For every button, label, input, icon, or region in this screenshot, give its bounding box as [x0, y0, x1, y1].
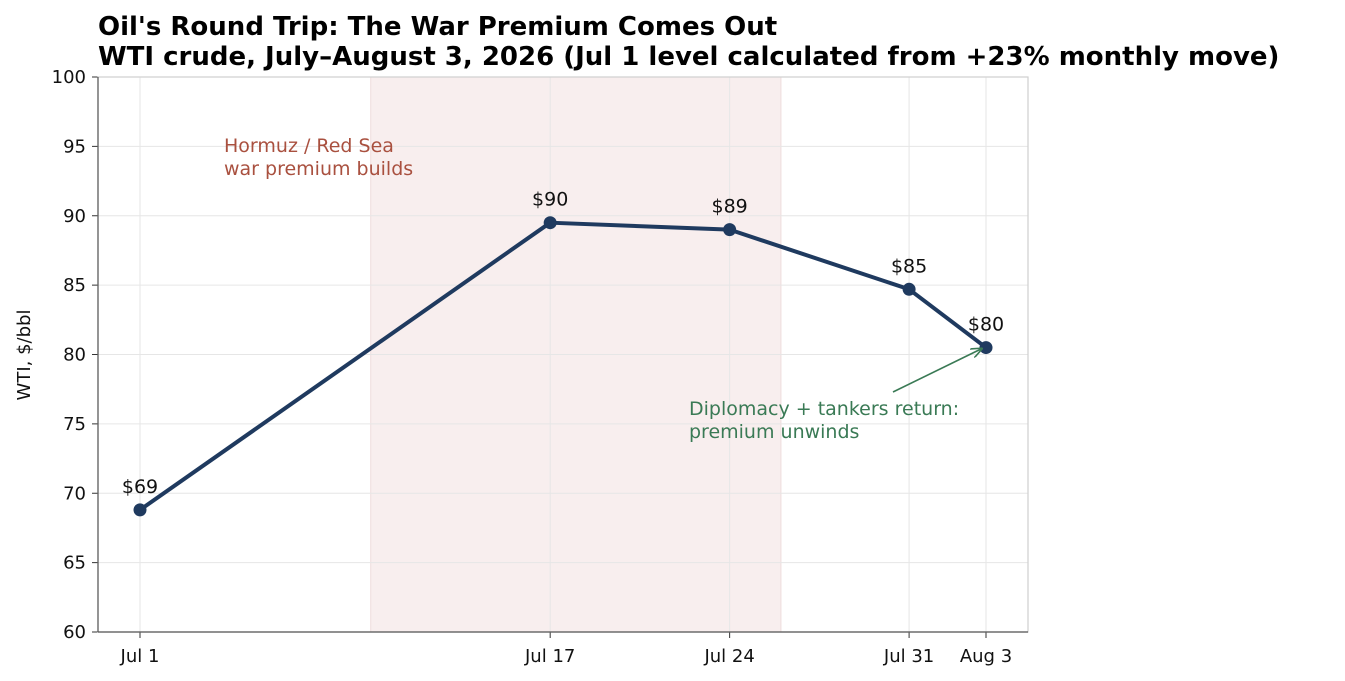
data-point — [902, 282, 916, 296]
y-axis-label: WTI, $/bbl — [14, 310, 35, 401]
data-label: $85 — [891, 255, 927, 277]
data-point — [723, 223, 737, 237]
x-tick-label: Aug 3 — [960, 646, 1012, 667]
data-label: $90 — [532, 189, 568, 211]
x-tick-label: Jul 17 — [524, 646, 575, 667]
x-tick-label: Jul 31 — [883, 646, 934, 667]
annotation-line-2: premium unwinds — [689, 421, 859, 443]
y-tick-label: 90 — [63, 206, 86, 227]
data-label: $89 — [712, 196, 748, 218]
annotation-line-1: Diplomacy + tankers return: — [689, 398, 959, 420]
y-tick-label: 75 — [63, 414, 86, 435]
x-tick-label: Jul 1 — [120, 646, 160, 667]
shaded-region-label-line-1: Hormuz / Red Sea — [224, 135, 394, 157]
y-tick-label: 60 — [63, 622, 86, 643]
y-tick-label: 80 — [63, 345, 86, 366]
data-label: $69 — [122, 476, 158, 498]
x-tick-label: Jul 24 — [703, 646, 754, 667]
data-point — [543, 216, 557, 230]
chart-title: Oil's Round Trip: The War Premium Comes … — [98, 12, 777, 42]
data-point — [979, 341, 993, 355]
data-point — [133, 503, 147, 517]
chart-subtitle: WTI crude, July–August 3, 2026 (Jul 1 le… — [98, 42, 1279, 72]
annotation-arrow — [892, 349, 981, 393]
y-tick-label: 100 — [52, 67, 86, 88]
y-tick-label: 70 — [63, 483, 86, 504]
y-tick-label: 95 — [63, 136, 86, 157]
y-tick-label: 65 — [63, 553, 86, 574]
y-tick-label: 85 — [63, 275, 86, 296]
data-label: $80 — [968, 314, 1004, 336]
shaded-region-label-line-2: war premium builds — [224, 158, 413, 180]
